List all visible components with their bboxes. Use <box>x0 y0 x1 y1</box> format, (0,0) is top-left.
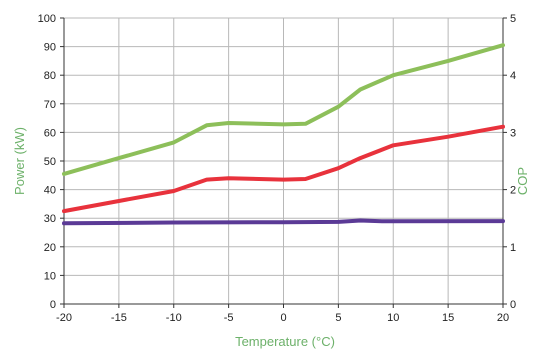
y-left-tick-label: 20 <box>44 242 56 254</box>
y-left-tick-label: 30 <box>44 213 56 225</box>
series-line-3 <box>62 218 505 226</box>
y-left-tick-label: 50 <box>44 156 56 168</box>
y-left-tick-label: 10 <box>44 270 56 282</box>
x-tick-label: 0 <box>280 312 286 324</box>
x-tick-label: -20 <box>56 312 72 324</box>
y-left-tick-label: 60 <box>44 127 56 139</box>
grid <box>63 17 504 305</box>
x-tick-label: 15 <box>442 312 454 324</box>
series-lines <box>62 43 505 226</box>
y-left-tick-label: 40 <box>44 185 56 197</box>
y-right-tick-label: 0 <box>510 299 516 311</box>
y-axis-left-title: Power (kW) <box>12 127 27 195</box>
y-left-tick-label: 90 <box>44 42 56 54</box>
x-axis-title: Temperature (°C) <box>235 334 335 349</box>
x-tick-label: 10 <box>387 312 399 324</box>
x-tick-label: -5 <box>224 312 234 324</box>
x-tick-label: 20 <box>497 312 509 324</box>
x-tick-label: -15 <box>111 312 127 324</box>
y-left-tick-label: 0 <box>50 299 56 311</box>
x-tick-label: -10 <box>166 312 182 324</box>
series-line-1 <box>62 43 505 176</box>
y-right-tick-label: 3 <box>510 127 516 139</box>
x-tick-label: 5 <box>335 312 341 324</box>
y-right-tick-label: 5 <box>510 13 516 25</box>
y-left-tick-label: 100 <box>38 13 56 25</box>
y-right-tick-label: 1 <box>510 242 516 254</box>
y-right-tick-label: 2 <box>510 185 516 197</box>
series-line-2 <box>62 124 505 214</box>
tick-labels: -20 -15 -10 -5 0 5 10 15 20010203040506070809010… <box>38 13 516 324</box>
axes <box>60 17 507 308</box>
y-left-tick-label: 70 <box>44 99 56 111</box>
y-right-tick-label: 4 <box>510 70 516 82</box>
y-left-tick-label: 80 <box>44 70 56 82</box>
y-axis-right-title: COP <box>515 167 530 195</box>
